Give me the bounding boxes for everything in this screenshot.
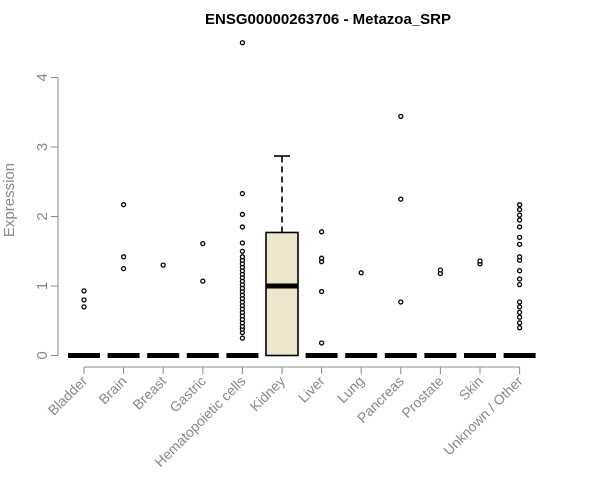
x-tick-label: Breast [129,373,169,413]
outlier-point [398,113,404,120]
box-bladder [68,288,100,358]
axes: 0 1 2 3 4 [34,73,521,374]
outlier-point [81,297,87,303]
outlier-point [398,196,404,202]
x-tick-label: Kidney [247,373,289,415]
outlier-point [358,270,364,276]
outlier-point [239,211,246,218]
outlier-point [516,212,523,218]
outlier-point [516,320,523,326]
outlier-point [239,40,246,46]
box-kidney [265,155,299,357]
box-pancreas [384,113,417,358]
y-axis-label: Expression [1,163,18,237]
outlier-point [516,234,523,241]
outlier-point [477,258,483,264]
outlier-point [318,229,325,235]
outlier-point [516,309,523,316]
y-tick-label: 4 [34,73,51,81]
box-lung [345,270,378,358]
outlier-point [437,267,444,273]
outlier-point [81,304,87,310]
outlier-point [120,202,127,208]
outlier-point [516,276,523,282]
outlier-point [120,265,127,272]
y-tick-label: 0 [34,351,51,359]
outlier-point [200,240,206,247]
y-tick-label: 1 [34,282,51,290]
x-tick-label: Skin [456,373,487,404]
outlier-point [516,268,523,274]
outlier-point [516,202,523,208]
x-tick-label: Lung [334,373,367,406]
outlier-point [516,299,523,305]
outlier-point [516,224,523,230]
boxes [68,40,536,358]
outlier-point [516,281,523,288]
outlier-point [239,248,246,254]
outlier-point [81,288,87,294]
outlier-point [516,217,523,223]
outlier-point [318,288,325,295]
outlier-point [516,325,523,331]
outlier-point [516,241,523,247]
x-tick-label: Bladder [45,373,91,419]
outlier-point [516,314,523,320]
box-unknown-other [503,202,536,358]
outlier-point [239,190,246,197]
y-tick-label: 2 [34,212,51,220]
outlier-point [239,240,246,246]
outlier-point [516,206,523,213]
box-gastric [186,240,219,358]
outlier-point [120,254,127,260]
box-prostate [424,267,457,358]
box-liver [305,229,338,358]
box-body [265,231,299,357]
outlier-point [239,224,246,230]
x-tick-label: Prostate [398,373,446,421]
outlier-point [398,299,404,305]
box-skin [464,258,496,358]
outlier-point [239,254,246,260]
box-brain [107,202,140,358]
outlier-point [318,340,325,346]
box-breast [147,262,180,358]
outlier-point [239,335,246,341]
outlier-point [200,278,206,284]
outlier-point [516,254,523,260]
x-tick-label: Liver [295,373,328,406]
outlier-point [318,255,325,261]
y-tick-label: 3 [34,143,51,151]
outlier-point [160,262,166,268]
chart-title: ENSG00000263706 - Metazoa_SRP [205,11,451,28]
x-tick-label: Brain [95,373,129,407]
outlier-point [516,304,523,310]
box-hematopoietic-cells [226,40,259,358]
